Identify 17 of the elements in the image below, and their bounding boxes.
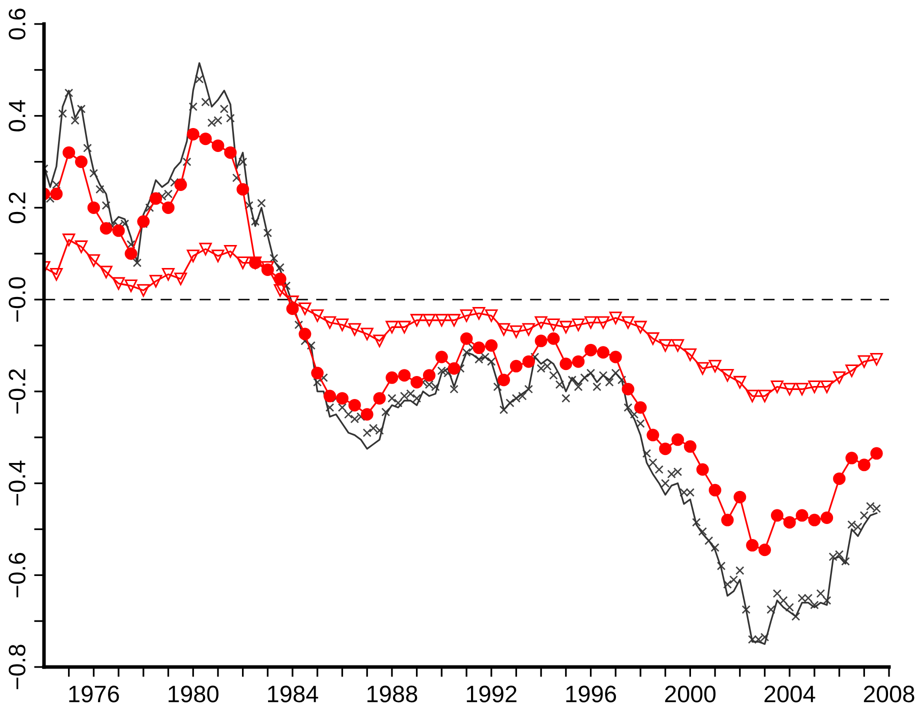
x-tick-label: 2000: [665, 686, 716, 702]
x-tick-label: 1980: [168, 686, 218, 702]
x-tick-label: 1988: [367, 686, 418, 702]
y-tick-label: 0.2: [8, 192, 26, 224]
x-tick-label: 2008: [864, 686, 914, 702]
x-tick-label: 1984: [268, 686, 318, 702]
y-tick-label: −0.4: [8, 460, 26, 506]
y-tick-label: −0.0: [8, 277, 26, 322]
x-tick-label: 1996: [566, 686, 616, 702]
y-tick-label: 0.6: [8, 8, 26, 40]
x-tick-label: 1976: [69, 686, 119, 702]
y-tick-label: −0.2: [8, 369, 26, 414]
y-tick-label: 0.4: [8, 100, 26, 132]
y-tick-label: −0.6: [8, 552, 26, 598]
y-tick-label: −0.8: [8, 644, 26, 690]
x-tick-label: 1992: [466, 686, 516, 702]
x-tick-label: 2004: [764, 686, 816, 702]
